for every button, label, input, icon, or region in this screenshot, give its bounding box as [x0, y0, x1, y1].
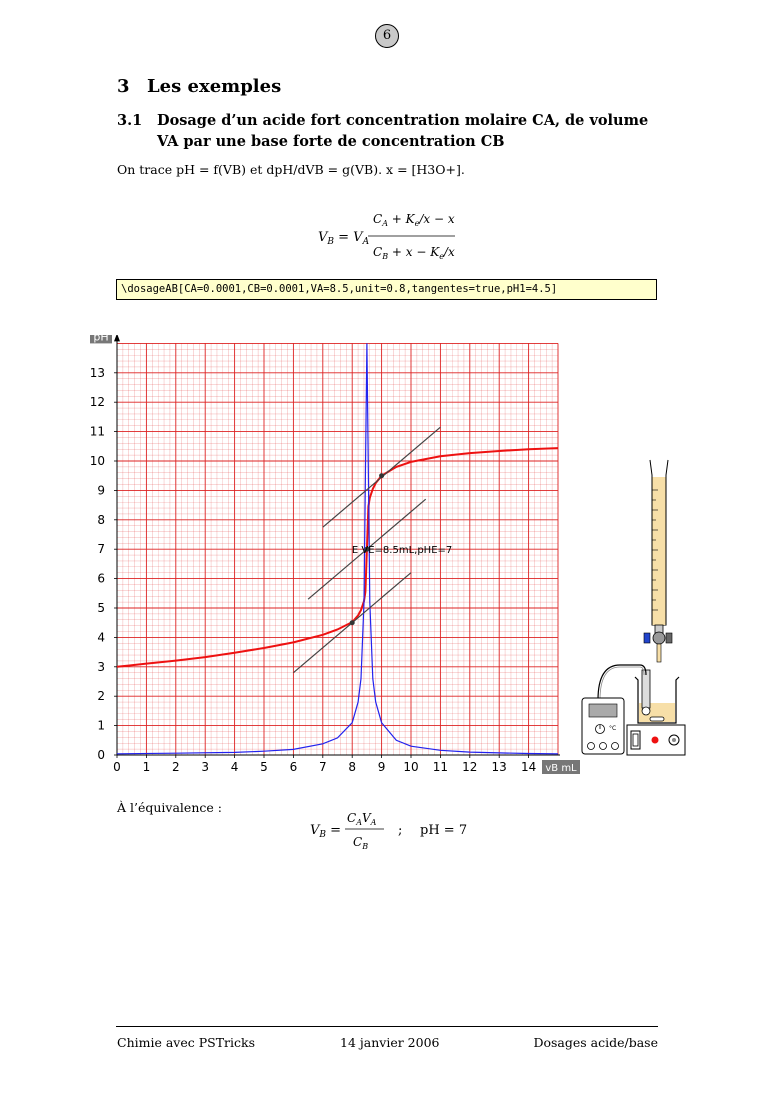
beaker-icon	[634, 669, 680, 724]
svg-text:°C: °C	[609, 725, 616, 732]
equivalence-formula: VB = CAVA CB ; pH = 7	[300, 810, 500, 855]
x-tick-label: 10	[403, 760, 418, 774]
svg-text:;: ;	[398, 823, 402, 838]
xlabel-bg	[542, 760, 580, 774]
y-tick-label: 10	[90, 454, 105, 468]
subsection-title: Dosage d’un acide fort concentration mol…	[157, 112, 649, 150]
footer-rule	[116, 1026, 658, 1027]
ph-meter-icon: °C	[581, 664, 647, 755]
section-title: Les exemples	[147, 76, 282, 97]
x-tick-label: 7	[319, 760, 327, 774]
y-tick-label: 3	[97, 660, 105, 674]
x-tick-label: 14	[521, 760, 536, 774]
tangent-point-low	[349, 620, 355, 626]
subsection-number: 3.1	[117, 112, 143, 129]
x-tick-label: 9	[378, 760, 386, 774]
svg-text:CB + x − Ke/x: CB + x − Ke/x	[373, 245, 455, 261]
ylabel: pH	[93, 335, 108, 343]
footer-right: Dosages acide/base	[533, 1035, 658, 1050]
y-tick-label: 6	[97, 572, 105, 586]
x-tick-label: 2	[172, 760, 180, 774]
ph-chart-svg: 0 1 2 3 4 5 6 7 8 9 10 11 12 13 14012345678910111213pH…	[90, 329, 580, 774]
x-tick-label: 13	[492, 760, 507, 774]
vb-formula-render: VB = VA CA + Ke/x − x CB + x − Ke/x	[318, 212, 455, 261]
subsection-heading: 3.1 Dosage d’un acide fort concentration…	[117, 110, 662, 152]
svg-text:CAVA: CAVA	[347, 811, 377, 827]
section-number: 3	[117, 76, 130, 97]
section-heading: 3 Les exemples	[117, 76, 281, 97]
svg-text:CB: CB	[353, 835, 368, 851]
page-number: 6	[375, 24, 399, 48]
apparatus-svg: °C	[581, 459, 686, 756]
y-tick-label: 1	[97, 719, 105, 733]
x-tick-label: 1	[143, 760, 151, 774]
apparatus: °C	[580, 455, 690, 764]
equivalence-formula-render: VB = CAVA CB ; pH = 7	[310, 811, 467, 851]
x-tick-label: 5	[260, 760, 268, 774]
y-axis-arrow	[114, 333, 120, 342]
x-tick-label: 4	[231, 760, 239, 774]
x-tick-label: 0	[113, 760, 121, 774]
buret-icon	[643, 459, 673, 663]
intro-text: On trace pH = f(VB) et dpH/dVB = g(VB). …	[117, 162, 465, 177]
y-tick-label: 12	[90, 395, 105, 409]
y-tick-label: 5	[97, 601, 105, 615]
x-tick-label: 11	[433, 760, 448, 774]
y-tick-label: 4	[97, 630, 105, 644]
y-tick-label: 8	[97, 513, 105, 527]
svg-text:VB = VA: VB = VA	[318, 230, 370, 247]
vb-formula: VB = VA CA + Ke/x − x CB + x − Ke/x	[290, 203, 490, 268]
svg-text:pH = 7: pH = 7	[420, 823, 467, 838]
y-tick-label: 9	[97, 483, 105, 497]
code-box: \dosageAB[CA=0.0001,CB=0.0001,VA=8.5,uni…	[116, 279, 657, 300]
svg-text:CA + Ke/x − x: CA + Ke/x − x	[373, 212, 455, 228]
x-tick-label: 12	[462, 760, 477, 774]
magnetic-stirrer-icon	[626, 724, 686, 756]
equivalence-label: À l’équivalence :	[117, 800, 222, 815]
y-tick-label: 0	[97, 748, 105, 762]
equivalence-annotation: E VE=8.5mL,pHE=7	[352, 545, 452, 556]
y-tick-label: 7	[97, 542, 105, 556]
svg-text:VB =: VB =	[310, 823, 341, 840]
xlabel: vB mL	[545, 763, 577, 774]
x-tick-label: 3	[201, 760, 209, 774]
y-tick-label: 11	[90, 425, 105, 439]
y-tick-label: 2	[97, 689, 105, 703]
y-tick-label: 13	[90, 366, 105, 380]
derivative-curve	[116, 343, 559, 755]
footer-center: 14 janvier 2006	[340, 1035, 440, 1050]
x-tick-label: 8	[348, 760, 356, 774]
tangent-point-high	[379, 473, 385, 479]
x-tick-label: 6	[290, 760, 298, 774]
ph-chart: 0 1 2 3 4 5 6 7 8 9 10 11 12 13 14 0 1 2 3 4 5 6 7 8 9 10 11 12 13 pH…	[90, 329, 590, 784]
ph-curve	[116, 447, 559, 668]
equivalence-point	[364, 546, 370, 552]
footer-left: Chimie avec PSTricks	[117, 1035, 255, 1050]
